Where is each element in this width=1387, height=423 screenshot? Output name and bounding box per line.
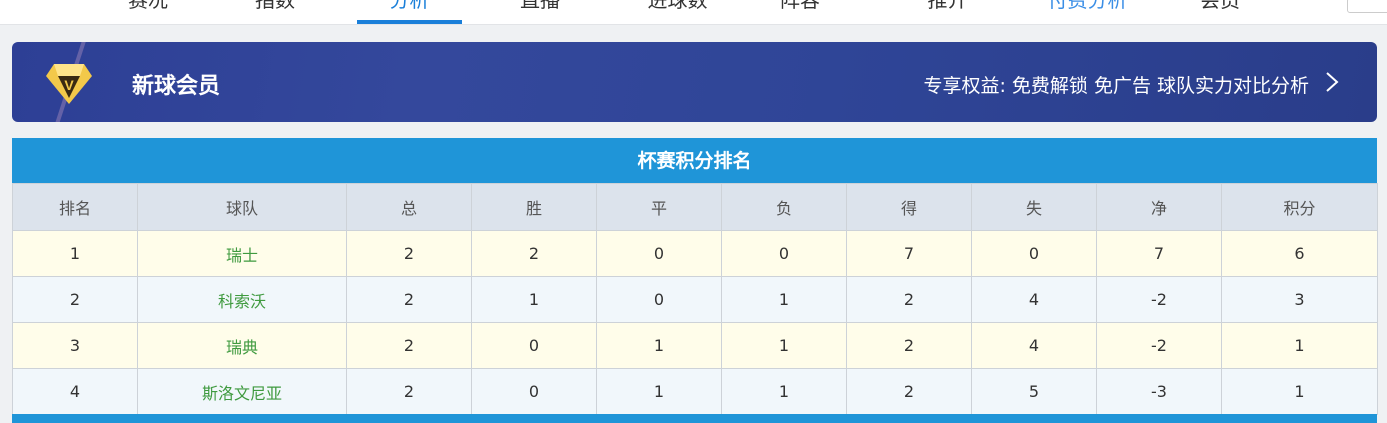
cell-总: 2 — [346, 368, 472, 415]
svg-text:V: V — [64, 77, 74, 93]
cell-负: 1 — [721, 368, 847, 415]
team-name[interactable]: 斯洛文尼亚 — [137, 368, 347, 415]
vip-banner[interactable]: V 新球会员 专享权益: 免费解锁 免广告 球队实力对比分析 — [12, 42, 1377, 122]
cell-净: -2 — [1096, 322, 1222, 369]
column-header: 胜 — [471, 183, 597, 231]
cell-得: 2 — [846, 276, 972, 323]
banner-benefits[interactable]: 专享权益: 免费解锁 免广告 球队实力对比分析 — [923, 75, 1309, 97]
cell-净: -2 — [1096, 276, 1222, 323]
table-row: 4 斯洛文尼亚 2 0 1 1 2 5 -3 1 — [12, 368, 1378, 415]
standings-table: 杯赛积分排名 排名 球队总胜平负得失净积分 1 瑞士 2 2 0 0 7 0 7 6 2 科索沃 2 1 0 1… — [12, 138, 1378, 415]
column-header: 积分 — [1221, 183, 1378, 231]
tab-5[interactable]: 阵容 — [780, 0, 820, 12]
cell-排名: 1 — [12, 230, 138, 277]
column-header: 总 — [346, 183, 472, 231]
header-row: 排名 球队总胜平负得失净积分 — [12, 183, 1378, 231]
tab-7[interactable]: 付费分析 — [1047, 0, 1128, 12]
column-header: 球队 — [137, 183, 347, 231]
cell-净: -3 — [1096, 368, 1222, 415]
cell-积分: 3 — [1221, 276, 1378, 323]
tab-6[interactable]: 推介 — [927, 0, 968, 12]
cell-排名: 2 — [12, 276, 138, 323]
team-name[interactable]: 瑞典 — [137, 322, 347, 369]
cell-得: 2 — [846, 368, 972, 415]
column-header: 失 — [971, 183, 1097, 231]
cell-总: 2 — [346, 322, 472, 369]
team-name[interactable]: 科索沃 — [137, 276, 347, 323]
cell-得: 7 — [846, 230, 972, 277]
cell-净: 7 — [1096, 230, 1222, 277]
cell-平: 1 — [596, 322, 722, 369]
team-name[interactable]: 瑞士 — [137, 230, 347, 277]
cell-平: 0 — [596, 230, 722, 277]
cell-负: 1 — [721, 322, 847, 369]
cell-失: 0 — [971, 230, 1097, 277]
cell-负: 0 — [721, 230, 847, 277]
cell-平: 1 — [596, 368, 722, 415]
cell-排名: 4 — [12, 368, 138, 415]
column-header: 得 — [846, 183, 972, 231]
cell-积分: 1 — [1221, 368, 1378, 415]
standings-title: 杯赛积分排名 — [12, 138, 1377, 183]
cell-总: 2 — [346, 230, 472, 277]
cell-平: 0 — [596, 276, 722, 323]
column-header: 净 — [1096, 183, 1222, 231]
cell-积分: 1 — [1221, 322, 1378, 369]
column-header: 排名 — [12, 183, 138, 231]
tab-8[interactable]: 会员 — [1200, 0, 1240, 12]
cell-失: 4 — [971, 322, 1097, 369]
cell-胜: 2 — [471, 230, 597, 277]
tab-4[interactable]: 进球数 — [647, 0, 708, 12]
top-nav: 赛况 指数 分析 直播 进球数 阵容 推介 付费分析 会员 — [0, 0, 1387, 25]
column-header: 负 — [721, 183, 847, 231]
tab-0[interactable]: 赛况 — [128, 0, 168, 12]
cell-排名: 3 — [12, 322, 138, 369]
table-footer-bar — [12, 414, 1377, 423]
vip-diamond-icon: V — [46, 64, 92, 104]
tab-2[interactable]: 分析 — [357, 0, 462, 24]
tab-3[interactable]: 直播 — [520, 0, 560, 12]
cell-失: 5 — [971, 368, 1097, 415]
nav-search-box[interactable] — [1347, 0, 1387, 13]
cell-失: 4 — [971, 276, 1097, 323]
cell-总: 2 — [346, 276, 472, 323]
banner-title: 新球会员 — [132, 74, 221, 99]
cell-积分: 6 — [1221, 230, 1378, 277]
cell-负: 1 — [721, 276, 847, 323]
chevron-right-icon[interactable] — [1321, 70, 1343, 94]
cell-胜: 0 — [471, 368, 597, 415]
table-row: 1 瑞士 2 2 0 0 7 0 7 6 — [12, 230, 1378, 277]
table-row: 2 科索沃 2 1 0 1 2 4 -2 3 — [12, 276, 1378, 323]
column-header: 平 — [596, 183, 722, 231]
cell-得: 2 — [846, 322, 972, 369]
table-row: 3 瑞典 2 0 1 1 2 4 -2 1 — [12, 322, 1378, 369]
cell-胜: 1 — [471, 276, 597, 323]
tab-1[interactable]: 指数 — [255, 0, 295, 12]
cell-胜: 0 — [471, 322, 597, 369]
